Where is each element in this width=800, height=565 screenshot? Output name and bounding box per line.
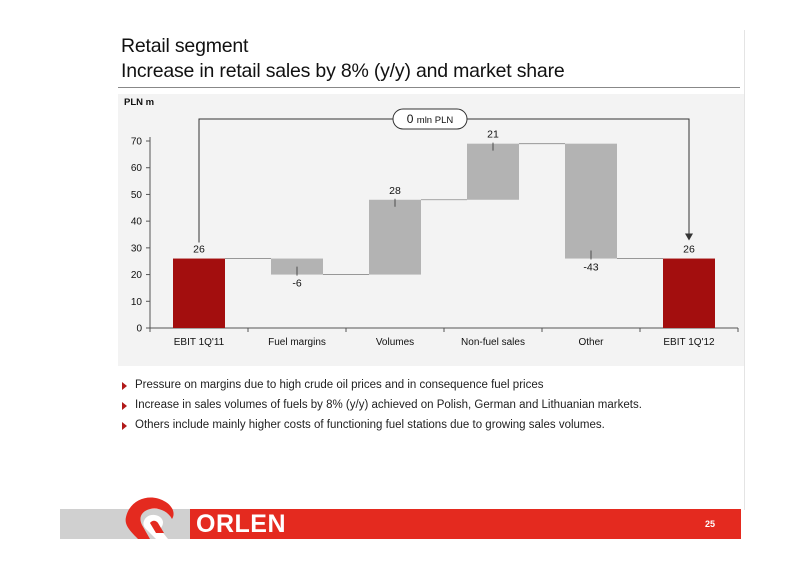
bullet-item: Others include mainly higher costs of fu… [122, 418, 742, 438]
x-category-label: EBIT 1Q'11 [174, 337, 225, 348]
bullet-item: Pressure on margins due to high crude oi… [122, 378, 742, 398]
title-line-1: Retail segment [121, 35, 249, 57]
bar [369, 199, 421, 275]
y-tick-label: 30 [131, 243, 143, 254]
change-callout-label: 0 mln PLN [407, 112, 454, 126]
x-category-label: Volumes [376, 337, 414, 348]
bar [271, 258, 323, 275]
x-category-label: Non-fuel sales [461, 337, 525, 348]
bullet-item: Increase in sales volumes of fuels by 8%… [122, 398, 742, 418]
change-callout-value: 0 [407, 112, 417, 126]
y-tick-label: 40 [131, 217, 143, 228]
change-callout-unit: mln PLN [417, 115, 454, 126]
bullet-arrow-icon [122, 422, 127, 430]
slide-title: Retail segment Increase in retail sales … [121, 34, 741, 84]
change-callout-box [392, 108, 468, 130]
waterfall-chart: PLN m 0 10 20 30 40 50 60 70 26 -6 28 21 -43 26 EBIT 1Q… [124, 97, 739, 348]
bar [173, 258, 225, 328]
bar [663, 258, 715, 328]
x-category-label: Other [578, 337, 604, 348]
bullet-text: Pressure on margins due to high crude oi… [135, 379, 544, 391]
data-label: 28 [389, 185, 401, 197]
orlen-logo-text: ORLEN [196, 510, 286, 538]
page-number: 25 [705, 519, 716, 529]
y-tick-label: 60 [131, 163, 143, 174]
y-tick-label: 70 [131, 137, 143, 148]
y-tick-label: 0 [136, 324, 142, 335]
bullet-arrow-icon [122, 382, 127, 390]
data-label: 21 [487, 129, 499, 141]
title-divider [118, 87, 740, 88]
bullet-text: Others include mainly higher costs of fu… [135, 419, 605, 431]
waterfall-chart-area: PLN m 0 10 20 30 40 50 60 70 26 -6 28 21 -43 26 EBIT 1Q… [118, 94, 744, 366]
arrow-head-icon [685, 233, 693, 241]
unit-label: PLN m [124, 97, 154, 108]
data-label: 26 [193, 244, 205, 256]
x-category-label: EBIT 1Q'12 [663, 337, 715, 348]
bullet-arrow-icon [122, 402, 127, 410]
data-label: -43 [583, 262, 598, 274]
y-tick-label: 20 [131, 270, 143, 281]
bullet-text: Increase in sales volumes of fuels by 8%… [135, 399, 642, 411]
bullet-list: Pressure on margins due to high crude oi… [122, 378, 742, 438]
slide-edge-line [744, 30, 745, 510]
orlen-eagle-logo-icon [125, 497, 174, 539]
bar [467, 143, 519, 200]
y-tick-label: 50 [131, 190, 143, 201]
bar [565, 143, 617, 259]
title-line-2: Increase in retail sales by 8% (y/y) and… [121, 60, 565, 82]
data-label: -6 [292, 278, 301, 290]
x-category-label: Fuel margins [268, 337, 326, 348]
data-label: 26 [683, 244, 695, 256]
y-tick-label: 10 [131, 297, 143, 308]
